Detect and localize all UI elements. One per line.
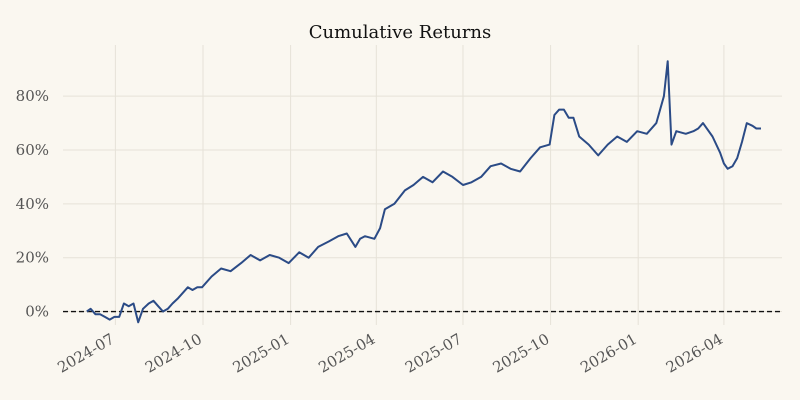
x-tick-label: 2026-04: [663, 330, 726, 377]
y-tick-label: 60%: [16, 141, 49, 159]
x-tick-label: 2024-07: [54, 330, 117, 377]
x-tick-label: 2024-10: [142, 330, 205, 377]
x-tick-label: 2025-10: [490, 330, 553, 377]
y-tick-label: 80%: [16, 87, 49, 105]
chart-title: Cumulative Returns: [309, 22, 492, 43]
x-tick-label: 2026-01: [577, 330, 640, 377]
y-tick-label: 0%: [25, 303, 49, 321]
x-axis-tick-labels: 2024-07 2024-10 2025-01 2025-04 2025-07 2025-…: [54, 330, 726, 377]
cumulative-returns-line: [86, 60, 761, 324]
y-axis-tick-labels: 0% 20% 40% 60% 80%: [16, 87, 49, 320]
x-tick-label: 2025-01: [230, 330, 293, 377]
grid-layer: [63, 45, 782, 325]
y-tick-label: 20%: [16, 249, 49, 267]
y-tick-label: 40%: [16, 195, 49, 213]
x-tick-label: 2025-04: [315, 330, 378, 377]
x-tick-label: 2025-07: [402, 330, 465, 377]
